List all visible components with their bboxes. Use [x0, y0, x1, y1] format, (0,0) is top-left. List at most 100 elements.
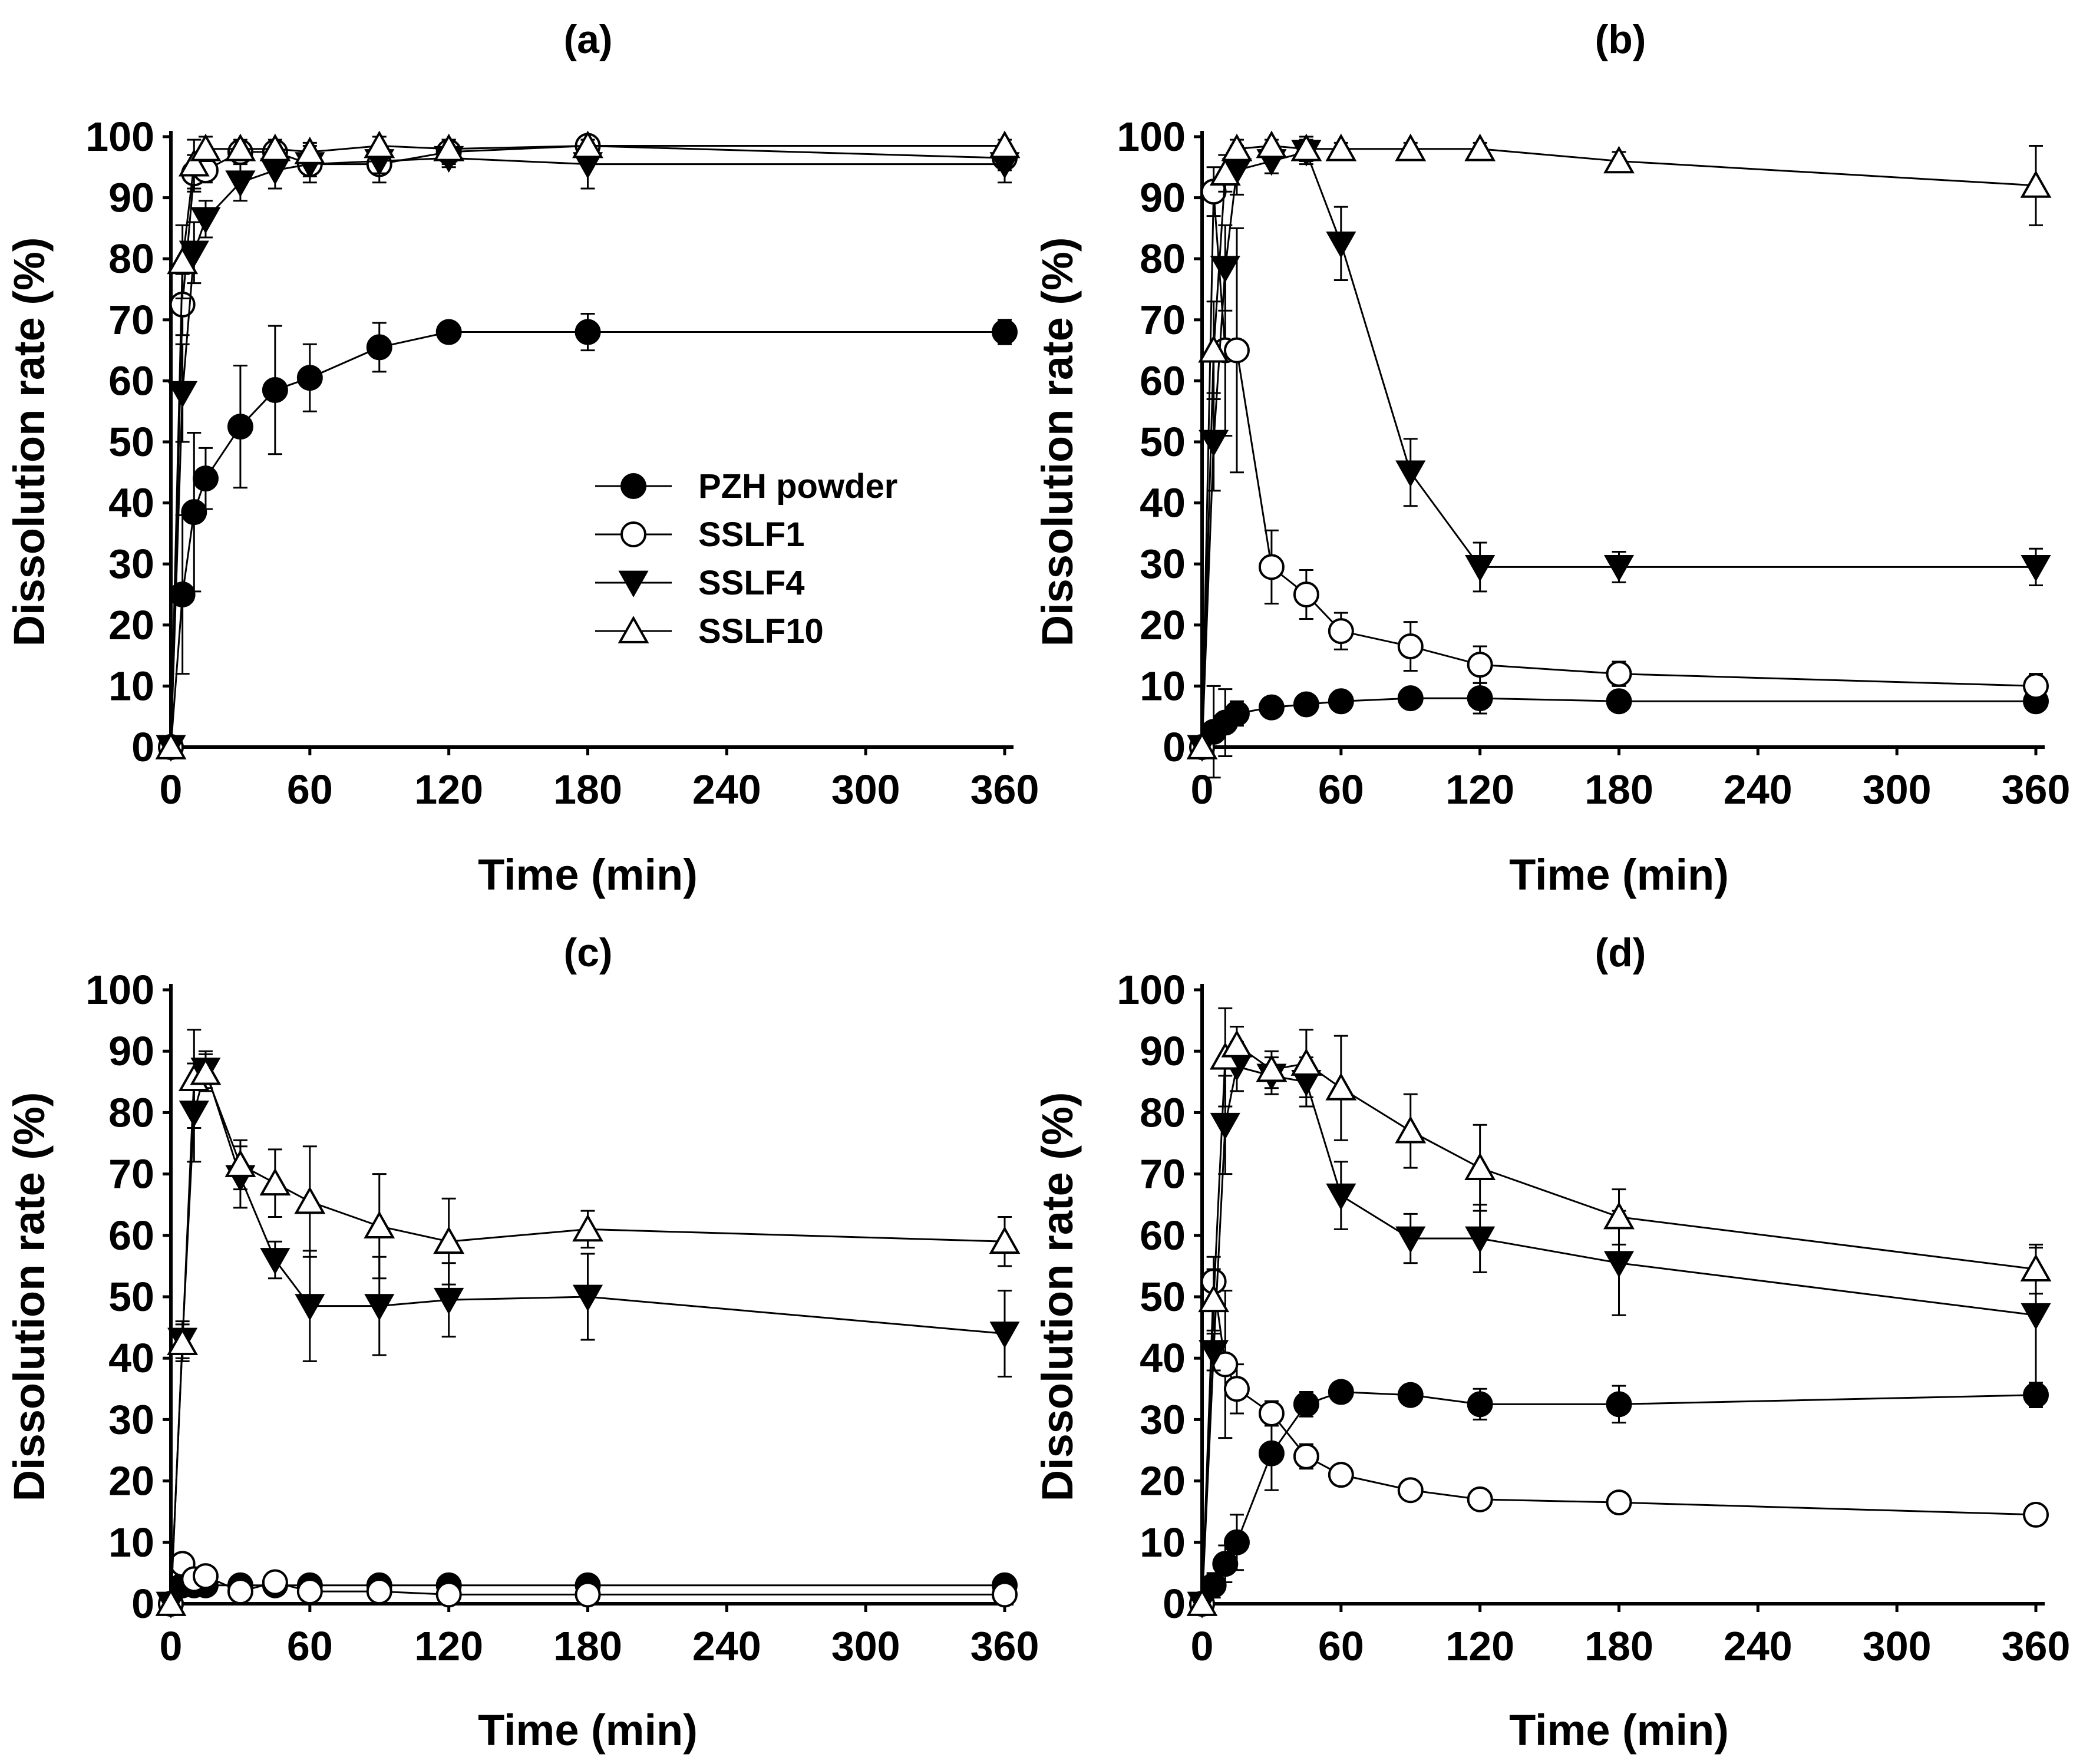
data-point [1293, 1391, 1319, 1418]
data-point [1258, 694, 1285, 721]
data-point [2020, 170, 2052, 198]
x-tick-label: 120 [414, 767, 483, 812]
y-tick-label: 70 [1140, 1151, 1186, 1197]
data-point [1397, 685, 1424, 712]
data-point [1221, 133, 1253, 161]
x-tick-label: 60 [287, 767, 333, 812]
data-point [1397, 1382, 1424, 1408]
x-tick-label: 0 [160, 1623, 183, 1669]
y-tick-label: 10 [1140, 663, 1186, 709]
x-tick-label: 180 [553, 767, 622, 812]
panel-title: (d) [1595, 930, 1646, 975]
data-point [1606, 1391, 1632, 1418]
legend-marker [618, 616, 649, 643]
y-tick-label: 100 [85, 967, 154, 1013]
series-sslf4 [156, 138, 1020, 762]
data-point [1603, 146, 1635, 174]
data-point [989, 1322, 1020, 1349]
data-point [225, 1149, 256, 1177]
y-tick-label: 90 [108, 175, 154, 221]
legend-entry: SSLF1 [595, 516, 805, 554]
x-axis-label: Time (min) [478, 1706, 698, 1755]
data-point [178, 148, 210, 177]
x-tick-label: 300 [1863, 767, 1932, 812]
series-pzh-powder [1189, 682, 2049, 779]
data-point [1221, 1029, 1253, 1058]
data-point [1397, 633, 1424, 660]
data-point [295, 1294, 325, 1321]
series-line [170, 145, 1005, 748]
x-tick-label: 60 [1318, 1623, 1364, 1669]
series-line [170, 157, 1005, 748]
legend: PZH powder SSLF1 SSLF4 SSLF10 [595, 467, 897, 650]
data-point [1290, 133, 1322, 161]
data-point [1465, 555, 1496, 582]
legend-marker [620, 521, 646, 547]
data-point [1223, 1376, 1250, 1402]
data-point [1465, 1226, 1496, 1253]
y-tick-label: 0 [131, 724, 154, 770]
x-tick-label: 360 [2002, 1623, 2071, 1669]
data-point [1395, 133, 1427, 161]
panel-title: (c) [563, 930, 612, 975]
data-point [1467, 685, 1493, 712]
data-point [1328, 1462, 1354, 1488]
data-point [434, 1287, 464, 1315]
data-point [1395, 1115, 1427, 1144]
y-tick-label: 60 [108, 358, 154, 404]
data-point [1198, 335, 1230, 363]
legend-marker [620, 473, 646, 499]
y-tick-label: 50 [1140, 419, 1186, 465]
data-point [181, 499, 207, 526]
data-point [1328, 618, 1354, 645]
data-point [1210, 1112, 1240, 1140]
data-point [259, 133, 291, 161]
legend-label: SSLF10 [698, 612, 824, 650]
data-point [294, 136, 326, 164]
series-sslf4 [1187, 1041, 2051, 1618]
data-point [433, 1226, 465, 1254]
legend-label: PZH powder [698, 467, 897, 506]
y-axis-label: Dissolution rate (%) [5, 1092, 54, 1502]
series-line [1201, 145, 2036, 748]
data-point [1467, 652, 1493, 678]
data-point [364, 130, 395, 158]
data-point [366, 334, 392, 361]
data-point [2023, 673, 2049, 699]
x-axis-label: Time (min) [1509, 850, 1729, 899]
data-point [190, 133, 222, 161]
y-tick-label: 70 [108, 1151, 154, 1197]
data-point [1397, 1477, 1424, 1504]
data-point [1212, 1551, 1239, 1577]
data-point [572, 130, 603, 158]
y-tick-label: 10 [1140, 1519, 1186, 1565]
data-point [364, 1211, 395, 1239]
data-point [155, 1588, 187, 1616]
data-point [1186, 1588, 1218, 1616]
y-tick-label: 60 [1140, 358, 1186, 404]
data-point [1328, 688, 1354, 715]
data-point [1325, 1072, 1357, 1101]
data-point [1326, 1183, 1356, 1210]
series-line [1201, 1065, 2036, 1604]
y-axis-label: Dissolution rate (%) [1033, 1092, 1082, 1502]
data-point [296, 365, 323, 391]
data-point [1290, 1048, 1322, 1076]
data-point [1325, 133, 1357, 161]
x-tick-label: 240 [1724, 767, 1792, 812]
y-tick-label: 10 [108, 1519, 154, 1565]
data-point [296, 1578, 323, 1605]
legend-marker [618, 570, 649, 597]
data-point [1603, 1251, 1635, 1278]
y-tick-label: 80 [1140, 1089, 1186, 1135]
data-point [190, 1057, 222, 1085]
panel-title: (b) [1595, 17, 1646, 62]
data-point [433, 133, 465, 161]
y-tick-label: 40 [108, 1335, 154, 1381]
data-point [992, 1581, 1018, 1608]
data-point [1606, 660, 1632, 687]
legend-label: SSLF1 [698, 516, 805, 554]
chart-panel-d: (d) 0 10 20 30 40 50 60 70 80 90 100 0 60 120 180 240 300… [1033, 930, 2070, 1755]
x-tick-label: 180 [1584, 767, 1653, 812]
series-line [1201, 151, 2036, 748]
